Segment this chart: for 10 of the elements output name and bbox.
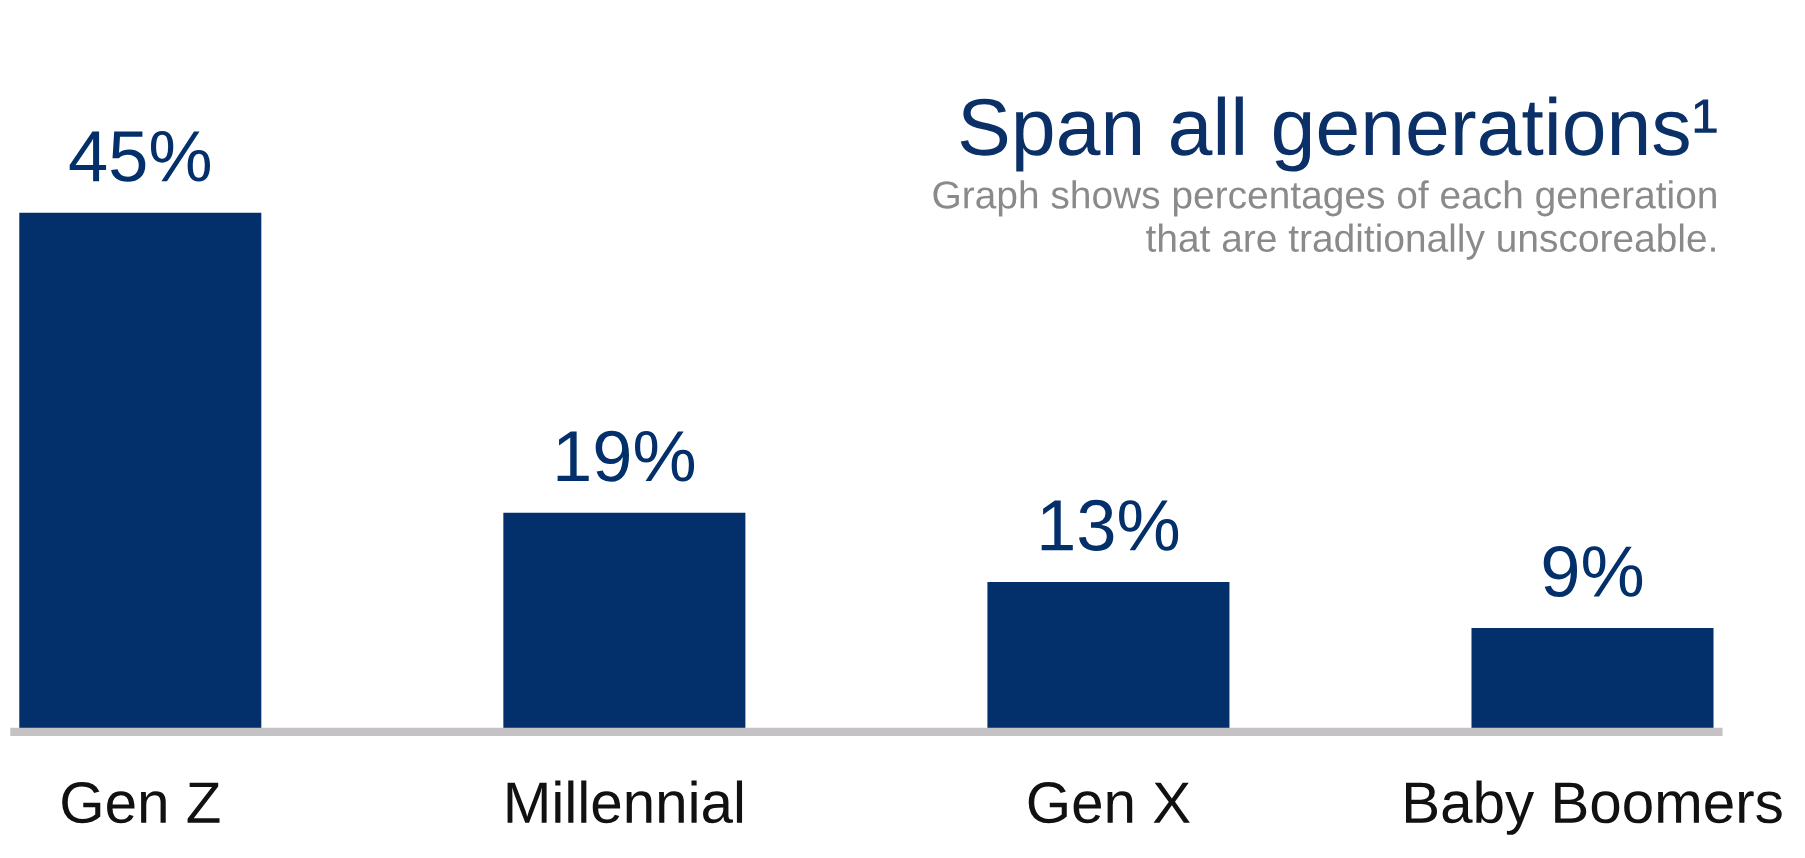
data-label: 13% bbox=[1041, 499, 1179, 551]
data-label: 9% bbox=[1543, 545, 1643, 598]
x-tick-label: Gen X bbox=[1028, 782, 1190, 824]
chart-subtitle: Graph shows percentages of each generation that are traditionally unscoreable. bbox=[933, 180, 1716, 260]
chart-title: Span all generations¹ bbox=[960, 96, 1717, 172]
x-tick-label: Baby Boomers bbox=[1406, 780, 1782, 835]
data-label: 45% bbox=[69, 131, 211, 182]
data-label: 19% bbox=[557, 430, 695, 482]
x-tick-label: Millennial bbox=[507, 780, 743, 824]
x-tick-label: Gen Z bbox=[62, 782, 220, 824]
